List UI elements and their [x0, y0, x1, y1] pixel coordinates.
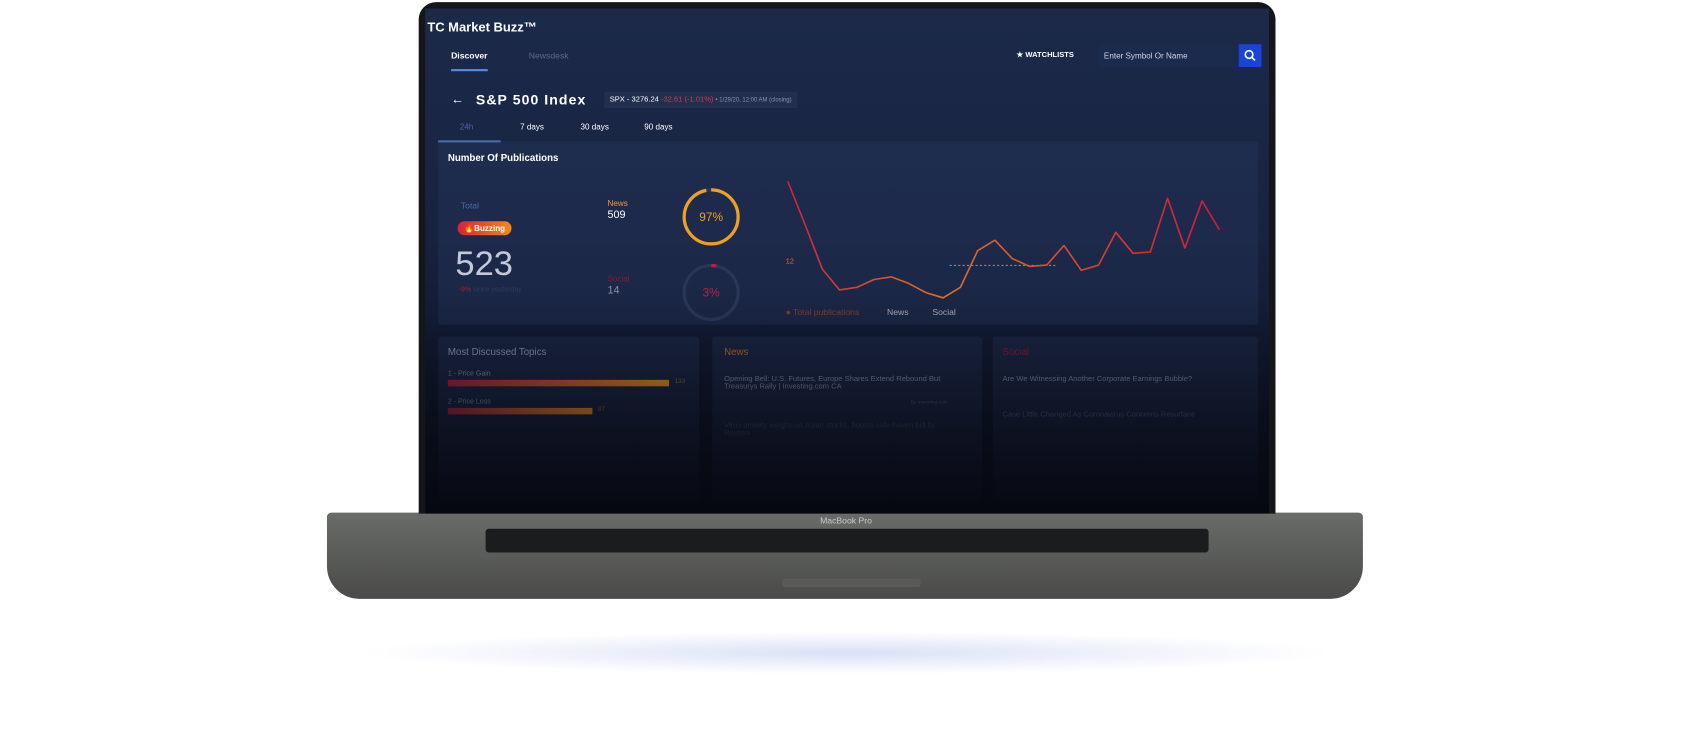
index-name: S&P 500 Index — [475, 91, 587, 108]
range-tab[interactable]: 24h — [459, 121, 474, 132]
shadow — [356, 631, 1339, 675]
search-input[interactable]: Enter Symbol Or Name — [1098, 44, 1245, 67]
symbol: SPX - — [609, 96, 630, 104]
news-panel — [712, 336, 982, 499]
app: TC Market Buzz™ Discover Newsdesk ★ WATC… — [425, 8, 1270, 514]
time: • 1/29/20, 12:00 AM (closing) — [715, 97, 792, 104]
social-title: Social — [1002, 346, 1029, 358]
donut-arc — [682, 188, 740, 246]
search-icon — [1244, 49, 1256, 62]
topics-title: Most Discussed Topics — [447, 346, 547, 358]
range-tab[interactable]: 30 days — [580, 121, 609, 132]
range-tab[interactable]: 7 days — [520, 121, 544, 132]
price: 3276.24 — [631, 96, 659, 104]
back-arrow[interactable]: ← — [451, 91, 465, 107]
social-label: Social — [607, 274, 630, 284]
change: -32.61 (-1.01%) — [660, 96, 714, 104]
keyboard — [485, 528, 1209, 553]
reference-label: 12 — [786, 256, 794, 265]
headline[interactable]: Virus anxiety weighs on Asian stocks, bo… — [724, 421, 936, 438]
legend-item[interactable]: ● Total publications — [785, 307, 860, 318]
post[interactable]: Are We Witnessing Another Corporate Earn… — [1002, 375, 1193, 384]
tab[interactable]: Newsdesk — [528, 50, 569, 61]
post[interactable]: Case Little Changed As Coronavirus Conce… — [1002, 411, 1196, 419]
watchlists-button[interactable]: ★ WATCHLISTS — [1016, 51, 1074, 60]
line-chart: 12 — [786, 180, 1221, 299]
source: By Investing.com — [910, 399, 948, 405]
topic-label: 1 - Price Gain — [447, 370, 491, 378]
screen: TC Market Buzz™ Discover Newsdesk ★ WATC… — [418, 2, 1276, 514]
panel-title: Number Of Publications — [447, 152, 559, 163]
range-underline — [438, 140, 501, 143]
total-label: Total — [460, 200, 480, 211]
trackpad — [782, 578, 921, 588]
legend-item[interactable]: News — [887, 307, 909, 318]
range-tab[interactable]: 90 days — [644, 121, 673, 132]
donut-label: 97% — [699, 210, 723, 224]
donut-arc — [682, 263, 740, 322]
topic-value: 133 — [674, 378, 686, 386]
donuts: 97% 3% — [682, 188, 740, 322]
delta: -9% — [458, 285, 472, 294]
legend-item[interactable]: Social — [932, 307, 956, 318]
search-button[interactable] — [1238, 44, 1262, 67]
publications-panel — [438, 141, 1259, 325]
badge: Buzzing — [474, 223, 506, 234]
social-count: 14 — [607, 284, 620, 297]
topic-label: 2 - Price Loss — [447, 398, 491, 406]
news-count: 509 — [607, 209, 626, 222]
topics-panel — [438, 336, 700, 499]
topic-value: 87 — [597, 406, 606, 414]
topic-bar — [447, 407, 593, 415]
legend-label: Total publications — [793, 307, 860, 318]
headline[interactable]: Opening Bell: U.S. Futures, Europe Share… — [724, 375, 941, 391]
tab[interactable]: Discover — [451, 51, 488, 72]
topic-bar — [447, 379, 670, 387]
news-title: News — [724, 346, 749, 358]
donut-label: 3% — [703, 286, 721, 300]
line — [786, 180, 1221, 299]
app-title: TC Market Buzz™ — [427, 19, 537, 35]
total: 523 — [455, 243, 513, 283]
delta-text: since yesterday — [473, 285, 522, 294]
device-label: MacBook Pro — [820, 515, 872, 526]
news-label: News — [607, 198, 628, 209]
watchlists: WATCHLISTS — [1025, 51, 1074, 60]
quote: SPX - 3276.24 -32.61 (-1.01%) • 1/29/20,… — [604, 91, 797, 108]
buzzing-badge: 🔥Buzzing — [457, 221, 512, 236]
